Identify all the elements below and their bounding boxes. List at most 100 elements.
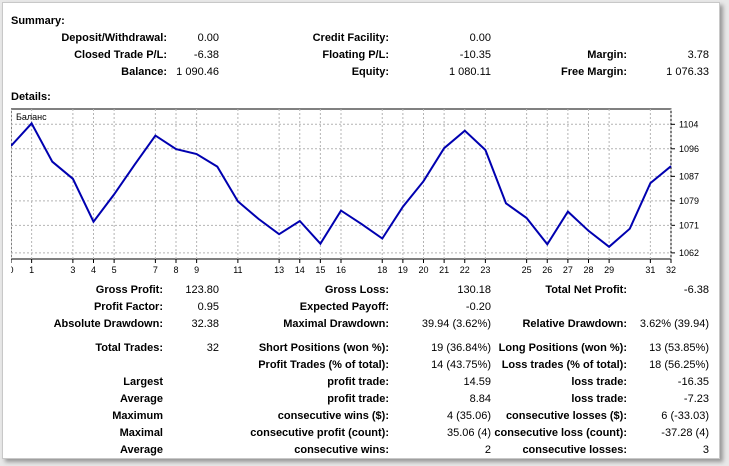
average-profit-value: 8.84 — [469, 393, 491, 405]
max-consecutive-losses-label: consecutive losses ($): — [505, 410, 627, 422]
maximal-drawdown-value: 39.94 (3.62%) — [421, 318, 491, 330]
balance-value: 1 090.46 — [176, 66, 219, 78]
long-positions-label: Long Positions (won %): — [498, 342, 627, 354]
margin-value: 3.78 — [687, 49, 709, 61]
gross-loss-value: 130.18 — [457, 284, 491, 296]
gross-loss-label: Gross Loss: — [324, 284, 389, 296]
x-tick-label: 23 — [480, 265, 490, 275]
x-tick-label: 5 — [112, 265, 117, 275]
x-tick-label: 15 — [315, 265, 325, 275]
avg-consecutive-wins-label: consecutive wins: — [294, 444, 389, 456]
free-margin-label: Free Margin: — [560, 66, 627, 78]
x-tick-label: 11 — [233, 265, 242, 275]
net-profit-value: -6.38 — [683, 284, 709, 296]
largest-loss-label: loss trade: — [571, 376, 627, 388]
balance-label: Balance: — [121, 66, 167, 78]
total-trades-label: Total Trades: — [95, 342, 163, 354]
x-tick-label: 1 — [29, 265, 34, 275]
largest-loss-value: -16.35 — [677, 376, 709, 388]
closed-pl-value: -6.38 — [193, 49, 219, 61]
y-tick-label: 1079 — [679, 196, 699, 206]
short-positions-value: 19 (36.84%) — [431, 342, 491, 354]
max-consecutive-wins-label: consecutive wins ($): — [277, 410, 389, 422]
average-loss-label: loss trade: — [571, 393, 627, 405]
balance-chart: 1104109610871079107110620134578911131415… — [11, 108, 699, 275]
long-positions-value: 13 (53.85%) — [649, 342, 709, 354]
x-tick-label: 20 — [418, 265, 428, 275]
largest-label: Largest — [123, 376, 163, 388]
maximal-consecutive-profit-label: consecutive profit (count): — [250, 427, 389, 439]
x-tick-label: 19 — [398, 265, 408, 275]
plot-area — [11, 108, 672, 260]
x-tick-label: 3 — [70, 265, 75, 275]
closed-pl-label: Closed Trade P/L: — [74, 49, 167, 61]
x-tick-label: 22 — [460, 265, 470, 275]
maximal-consecutive-profit-value: 35.06 (4) — [446, 427, 491, 439]
maximal-consecutive-loss-value: -37.28 (4) — [661, 427, 709, 439]
gross-profit-label: Gross Profit: — [95, 284, 163, 296]
largest-profit-value: 14.59 — [463, 376, 491, 388]
relative-drawdown-value: 3.62% (39.94) — [639, 318, 709, 330]
details-title: Details: — [11, 91, 51, 103]
net-profit-label: Total Net Profit: — [545, 284, 627, 296]
x-tick-label: 27 — [563, 265, 573, 275]
x-tick-label: 0 — [11, 265, 14, 275]
x-tick-label: 31 — [645, 265, 655, 275]
floating-pl-label: Floating P/L: — [322, 49, 389, 61]
avg-consecutive-losses-value: 3 — [702, 444, 709, 456]
y-tick-label: 1087 — [679, 171, 699, 181]
deposit-value: 0.00 — [197, 32, 219, 44]
absolute-drawdown-value: 32.38 — [191, 318, 219, 330]
equity-label: Equity: — [351, 66, 389, 78]
loss-trades-label: Loss trades (% of total): — [501, 359, 627, 371]
profit-trades-label: Profit Trades (% of total): — [258, 359, 389, 371]
credit-label: Credit Facility: — [312, 32, 389, 44]
avg-consecutive-losses-label: consecutive losses: — [522, 444, 627, 456]
x-tick-label: 7 — [153, 265, 158, 275]
largest-profit-label: profit trade: — [327, 376, 389, 388]
floating-pl-value: -10.35 — [459, 49, 491, 61]
loss-trades-value: 18 (56.25%) — [649, 359, 709, 371]
margin-label: Margin: — [587, 49, 627, 61]
equity-value: 1 080.11 — [448, 66, 491, 78]
x-tick-label: 26 — [542, 265, 552, 275]
x-tick-label: 18 — [377, 265, 387, 275]
y-tick-label: 1071 — [679, 220, 699, 230]
avg-consecutive-wins-value: 2 — [484, 444, 491, 456]
profit-factor-label: Profit Factor: — [93, 301, 163, 313]
y-tick-label: 1096 — [679, 144, 699, 154]
average-consecutive-label: Average — [119, 444, 163, 456]
profit-trades-value: 14 (43.75%) — [431, 359, 491, 371]
x-tick-label: 13 — [274, 265, 284, 275]
max-consecutive-wins-value: 4 (35.06) — [446, 410, 491, 422]
x-tick-label: 21 — [439, 265, 449, 275]
x-tick-label: 8 — [173, 265, 178, 275]
x-tick-label: 25 — [522, 265, 532, 275]
gross-profit-value: 123.80 — [185, 284, 219, 296]
y-tick-label: 1104 — [679, 119, 698, 129]
deposit-label: Deposit/Withdrawal: — [61, 32, 167, 44]
x-tick-label: 4 — [91, 265, 96, 275]
profit-factor-value: 0.95 — [197, 301, 219, 313]
maximum-label: Maximum — [112, 410, 163, 422]
x-tick-label: 14 — [295, 265, 305, 275]
total-trades-value: 32 — [206, 342, 219, 354]
credit-value: 0.00 — [469, 32, 491, 44]
x-tick-label: 16 — [336, 265, 346, 275]
maximal-label: Maximal — [119, 427, 163, 439]
x-tick-label: 9 — [194, 265, 199, 275]
relative-drawdown-label: Relative Drawdown: — [522, 318, 627, 330]
average-profit-label: profit trade: — [327, 393, 389, 405]
average-loss-value: -7.23 — [683, 393, 709, 405]
x-tick-label: 29 — [604, 265, 614, 275]
expected-payoff-value: -0.20 — [465, 301, 491, 313]
report-panel: Summary: Deposit/Withdrawal: 0.00 Credit… — [2, 2, 720, 459]
short-positions-label: Short Positions (won %): — [258, 342, 389, 354]
x-tick-label: 28 — [583, 265, 593, 275]
absolute-drawdown-label: Absolute Drawdown: — [53, 318, 163, 330]
summary-title: Summary: — [11, 15, 65, 27]
max-consecutive-losses-value: 6 (-33.03) — [661, 410, 709, 422]
expected-payoff-label: Expected Payoff: — [299, 301, 389, 313]
average-label: Average — [119, 393, 163, 405]
legend-balance: Баланс — [16, 112, 47, 122]
